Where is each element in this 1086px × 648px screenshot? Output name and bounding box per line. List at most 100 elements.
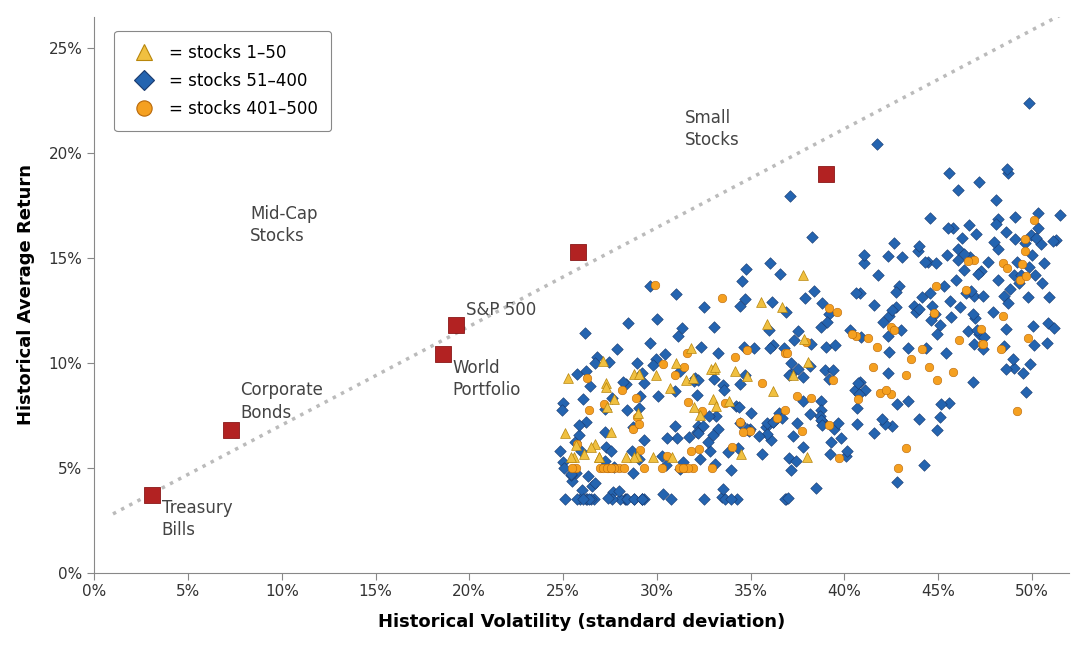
Point: [673, 323, 691, 333]
Point: [691, 410, 708, 421]
Point: [577, 327, 594, 338]
Point: [765, 340, 782, 351]
Point: [822, 437, 839, 447]
Point: [851, 287, 869, 297]
Point: [708, 400, 725, 411]
Point: [949, 255, 967, 265]
Point: [995, 291, 1012, 301]
Point: [998, 324, 1015, 334]
Point: [754, 378, 771, 388]
Point: [987, 219, 1005, 229]
Point: [1005, 354, 1022, 364]
Point: [705, 430, 722, 440]
Point: [913, 292, 931, 302]
Point: [765, 386, 782, 396]
Point: [933, 399, 950, 409]
Point: [674, 463, 692, 473]
Point: [1032, 239, 1049, 249]
Point: [738, 344, 756, 354]
Point: [765, 417, 782, 427]
Point: [603, 446, 620, 456]
Point: [690, 445, 707, 455]
Text: S&P 500: S&P 500: [466, 301, 535, 319]
Point: [1027, 233, 1045, 243]
Point: [623, 446, 641, 457]
Point: [704, 463, 721, 473]
Point: [1020, 98, 1037, 108]
Point: [1012, 275, 1030, 285]
Point: [715, 483, 732, 494]
Point: [570, 420, 588, 430]
Point: [582, 494, 599, 504]
Point: [910, 304, 927, 314]
Point: [943, 312, 960, 322]
Text: Mid-Cap
Stocks: Mid-Cap Stocks: [250, 205, 317, 246]
Point: [1001, 284, 1019, 294]
Point: [1046, 322, 1063, 332]
Point: [642, 281, 659, 292]
Point: [964, 376, 982, 387]
Point: [821, 374, 838, 384]
Point: [778, 307, 795, 318]
Point: [604, 487, 621, 497]
Point: [813, 297, 831, 308]
Point: [790, 364, 807, 375]
Point: [730, 443, 747, 454]
Point: [1025, 340, 1043, 350]
Point: [910, 246, 927, 257]
Point: [653, 463, 670, 473]
Point: [864, 362, 882, 372]
Point: [915, 460, 933, 470]
Point: [573, 485, 591, 495]
Point: [694, 406, 711, 416]
Point: [608, 344, 626, 354]
Point: [891, 281, 908, 292]
Point: [932, 319, 949, 330]
Point: [655, 358, 672, 369]
Point: [887, 302, 905, 312]
Point: [812, 404, 830, 415]
Point: [631, 369, 648, 379]
Point: [935, 281, 952, 291]
Point: [842, 325, 859, 335]
Point: [566, 436, 583, 446]
Point: [736, 294, 754, 305]
Point: [781, 452, 798, 463]
Point: [847, 330, 864, 341]
Point: [1018, 271, 1035, 281]
Point: [899, 396, 917, 406]
Point: [780, 369, 797, 380]
Point: [730, 402, 747, 413]
Point: [1006, 212, 1023, 222]
Point: [851, 376, 869, 387]
Point: [585, 494, 603, 504]
Point: [564, 463, 581, 473]
Point: [645, 452, 662, 463]
Point: [633, 494, 651, 504]
Point: [732, 301, 749, 312]
Point: [880, 251, 897, 261]
Point: [794, 442, 811, 452]
Point: [798, 452, 816, 463]
Point: [770, 408, 787, 418]
Point: [683, 343, 700, 353]
Point: [812, 415, 830, 425]
Point: [821, 303, 838, 313]
Point: [881, 310, 898, 321]
Point: [790, 326, 807, 336]
Point: [606, 462, 623, 472]
Point: [911, 240, 929, 251]
Point: [816, 365, 833, 376]
Point: [645, 360, 662, 370]
Point: [785, 430, 803, 441]
Point: [591, 452, 608, 463]
Point: [779, 348, 796, 358]
Point: [986, 237, 1003, 248]
Point: [646, 279, 664, 290]
Point: [856, 249, 873, 260]
Point: [563, 469, 580, 479]
Point: [635, 463, 653, 473]
Point: [670, 330, 687, 341]
Point: [662, 494, 680, 504]
Point: [801, 360, 819, 371]
